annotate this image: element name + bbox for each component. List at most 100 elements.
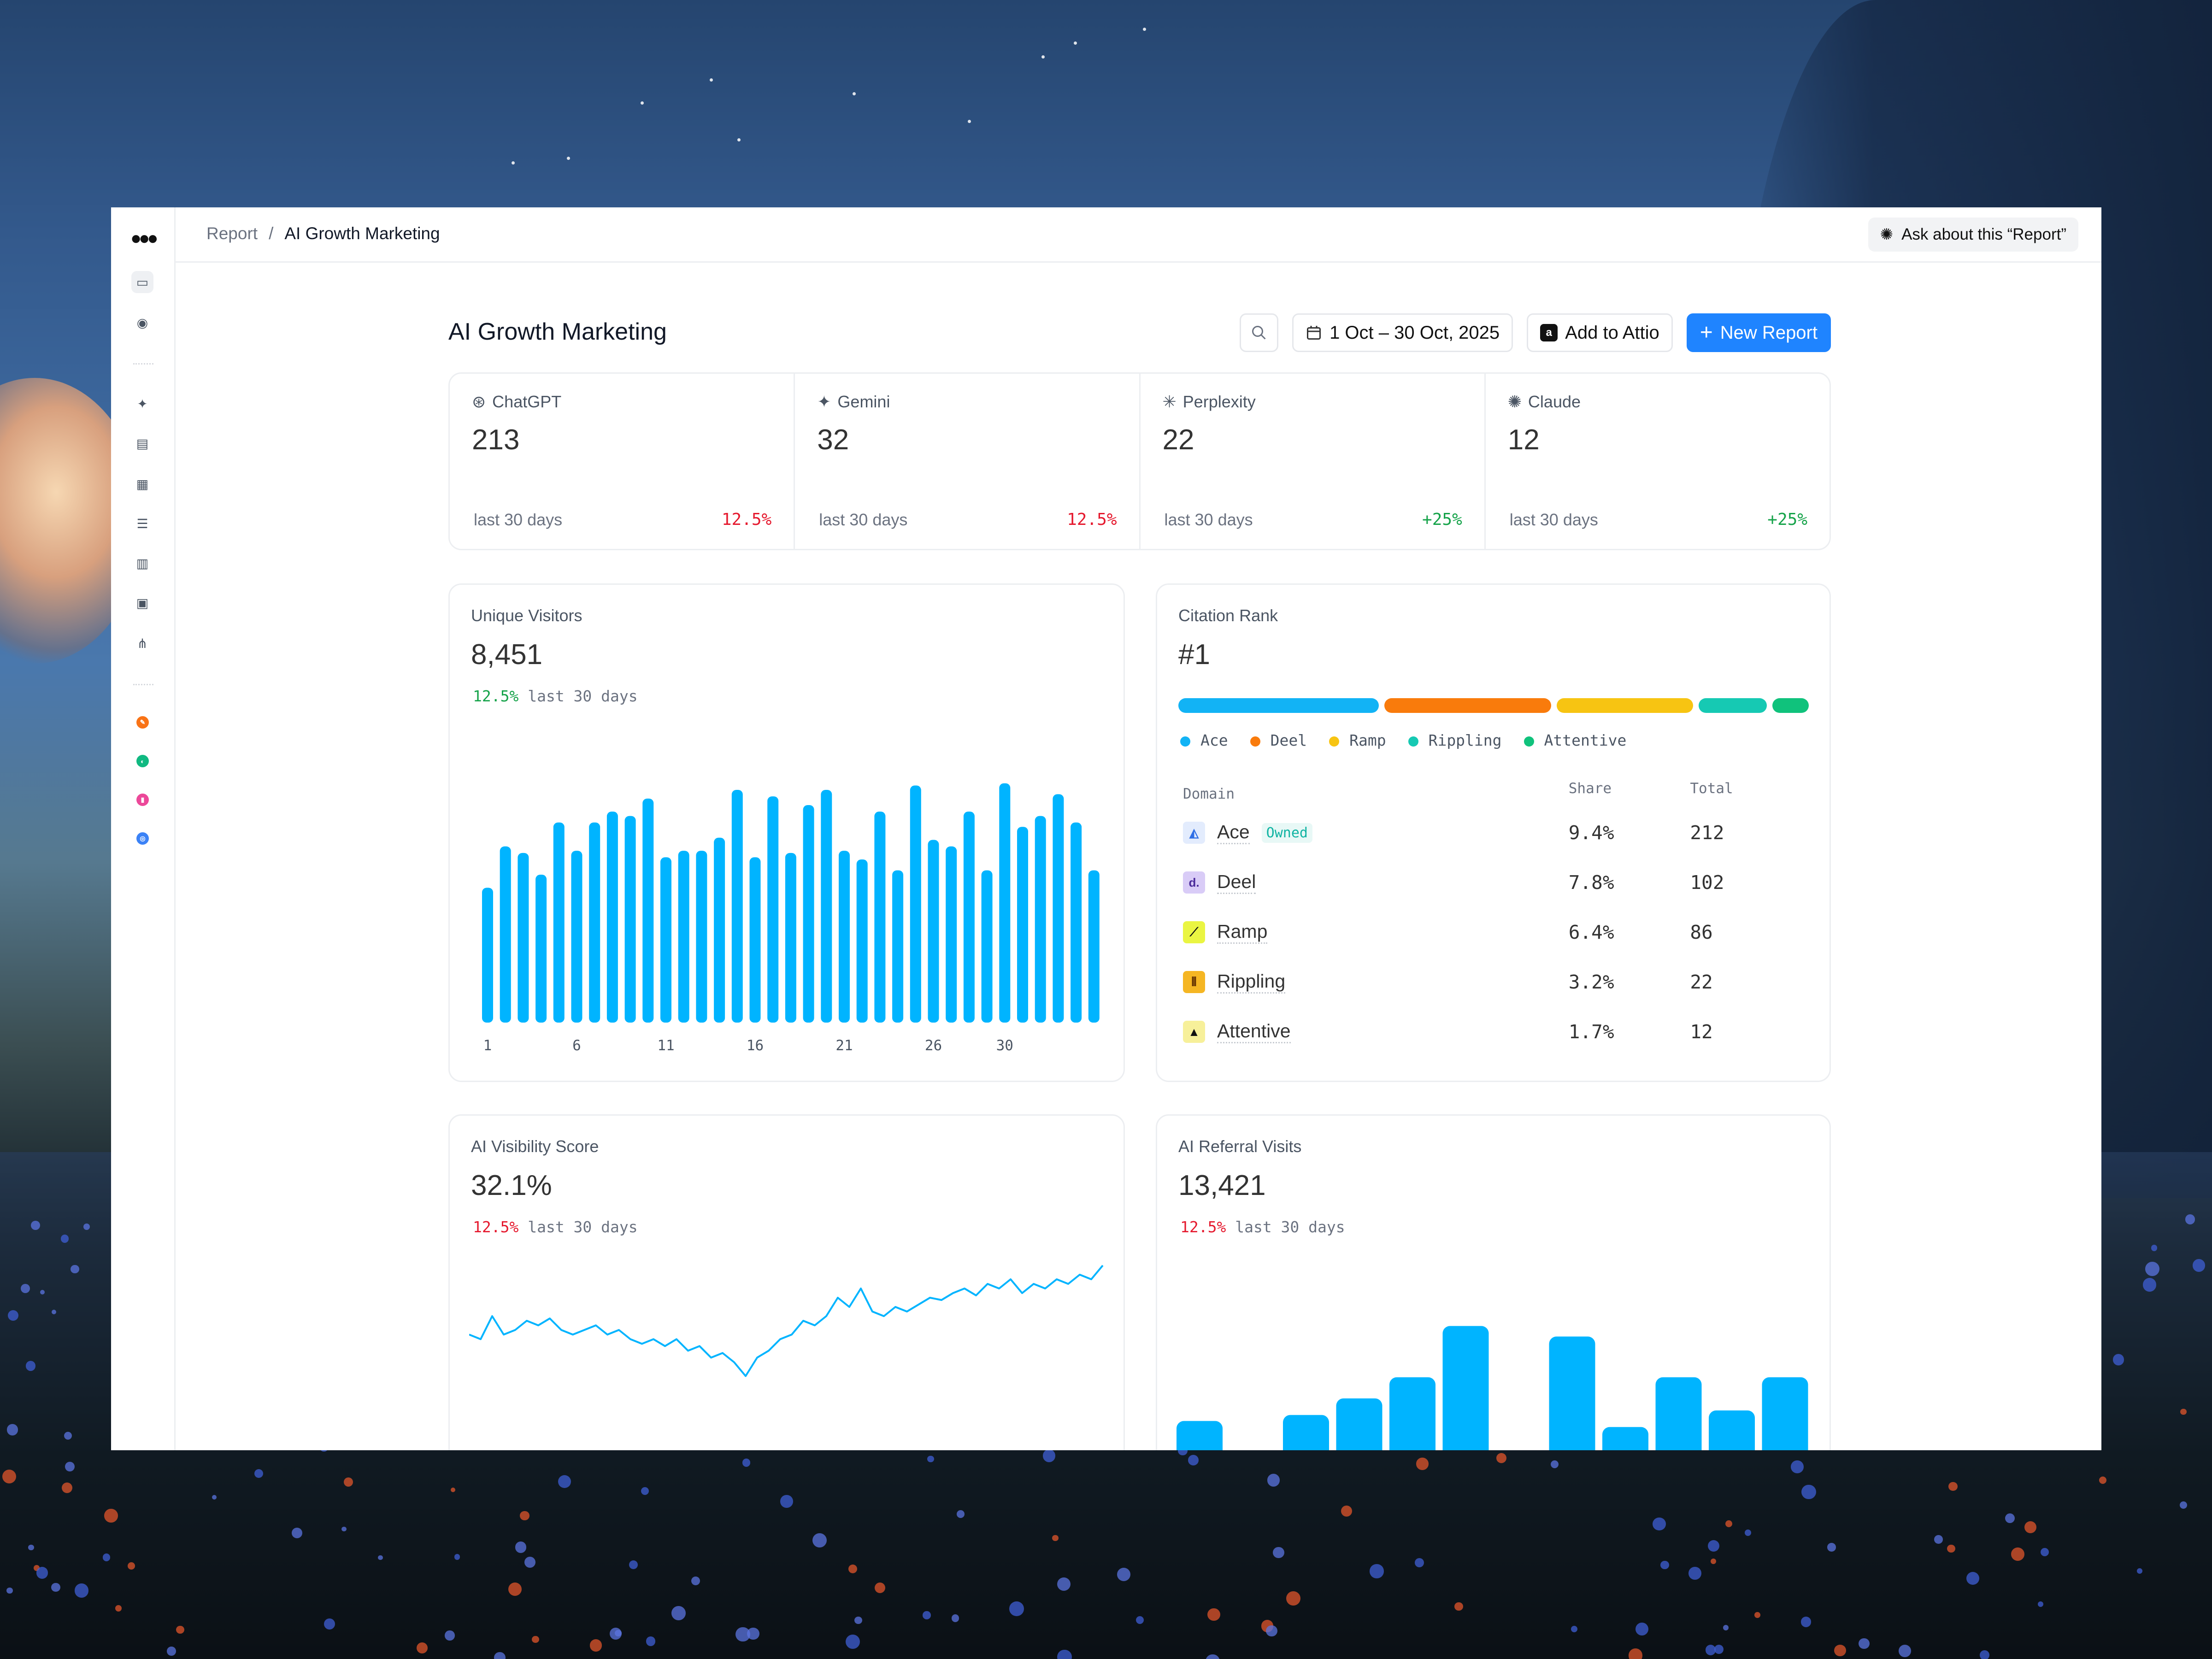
ace-logo-icon: ◭: [1183, 822, 1205, 844]
stat-period: last 30 days: [474, 510, 563, 529]
referral-bar: [1389, 1377, 1435, 1450]
share-cell: 7.8%: [1568, 871, 1614, 894]
card-value: 32.1%: [471, 1170, 552, 1201]
company-icon[interactable]: ▥: [136, 556, 149, 571]
date-range-button[interactable]: 1 Oct – 30 Oct, 2025: [1292, 313, 1513, 352]
share-cell: 6.4%: [1568, 921, 1614, 943]
visitor-bar: [910, 785, 921, 1023]
workflow-icon[interactable]: ⋔: [137, 636, 148, 651]
table-row[interactable]: ⦀ Rippling 3.2% 22: [1183, 957, 1805, 1007]
visitor-bar: [714, 837, 725, 1023]
visitor-bar: [874, 812, 886, 1023]
visitor-bar: [553, 822, 565, 1023]
table-row[interactable]: ⟋ Ramp 6.4% 86: [1183, 907, 1805, 957]
stat-card-claude[interactable]: ✺ Claude 12 last 30 days +25%: [1486, 374, 1830, 549]
visitor-bar: [642, 798, 654, 1023]
domain-name[interactable]: Rippling: [1217, 971, 1286, 994]
owned-badge: Owned: [1261, 823, 1312, 843]
flower: [1057, 1649, 1072, 1659]
search-icon: [1252, 326, 1266, 340]
share-segment-rippling: [1699, 698, 1767, 713]
flower: [7, 1310, 18, 1321]
domain-name[interactable]: Ace: [1217, 821, 1250, 844]
star: [512, 161, 515, 165]
stat-name: ChatGPT: [492, 392, 562, 411]
tool-orange-icon[interactable]: ✎: [136, 716, 149, 729]
breadcrumb: Report / AI Growth Marketing: [206, 224, 440, 243]
table-row[interactable]: ◭ Ace Owned 9.4% 212: [1183, 808, 1805, 858]
unique-visitors-card: Unique Visitors 8,451 12.5% last 30 days…: [448, 583, 1125, 1082]
table-row[interactable]: ▲ Attentive 1.7% 12: [1183, 1007, 1805, 1057]
notes-icon[interactable]: ▤: [136, 436, 149, 451]
new-report-button[interactable]: + New Report: [1686, 313, 1831, 352]
flower: [646, 1636, 656, 1646]
table-row[interactable]: d. Deel 7.8% 102: [1183, 858, 1805, 907]
chatgpt-icon: ⊛: [472, 392, 486, 411]
legend-label: Rippling: [1428, 731, 1502, 749]
perplexity-icon: ✳: [1162, 392, 1177, 411]
profile-icon[interactable]: ◉: [136, 315, 148, 330]
breadcrumb-root[interactable]: Report: [206, 224, 258, 243]
referral-bar: [1655, 1377, 1702, 1450]
flower: [1635, 1623, 1649, 1636]
legend-dot: [1524, 736, 1534, 747]
flower: [2142, 1278, 2157, 1292]
search-button[interactable]: [1240, 313, 1279, 352]
inbox-icon[interactable]: ▭: [131, 271, 153, 293]
stats-row: ⊛ ChatGPT 213 last 30 days 12.5% ✦ Gemini …: [448, 372, 1831, 550]
flower: [341, 1526, 347, 1532]
tool-green-icon[interactable]: ◐: [136, 755, 149, 767]
tool-search-icon[interactable]: ◎: [136, 832, 149, 845]
flower: [1052, 1535, 1059, 1541]
total-cell: 22: [1690, 971, 1713, 993]
card-change: 12.5%: [473, 687, 519, 705]
visitor-bar: [749, 857, 761, 1023]
flower: [1206, 1654, 1220, 1659]
stat-change: +25%: [1767, 510, 1807, 529]
flower: [28, 1544, 35, 1551]
flower: [1800, 1617, 1812, 1627]
ask-report-button[interactable]: ✺ Ask about this “Report”: [1868, 218, 2078, 252]
flower: [780, 1494, 794, 1508]
stat-card-chatgpt[interactable]: ⊛ ChatGPT 213 last 30 days 12.5%: [450, 374, 795, 549]
flower: [64, 1432, 72, 1440]
stat-change: +25%: [1422, 510, 1462, 529]
x-tick-label: 30: [996, 1037, 1013, 1054]
flower: [2, 1470, 16, 1484]
visitor-bar: [535, 875, 547, 1023]
flower: [1710, 1558, 1717, 1565]
contacts-icon[interactable]: ☰: [136, 516, 148, 531]
legend-dot: [1180, 736, 1190, 747]
flower: [1899, 1644, 1912, 1657]
stat-change: 12.5%: [721, 510, 772, 529]
header-total: Total: [1690, 780, 1733, 797]
calendar-icon[interactable]: ▦: [136, 477, 149, 491]
domain-name[interactable]: Ramp: [1217, 921, 1268, 944]
tool-chart-icon[interactable]: ▮: [136, 794, 149, 806]
visibility-line: [469, 1265, 1104, 1377]
attentive-logo-icon: ▲: [1183, 1021, 1205, 1043]
stat-card-gemini[interactable]: ✦ Gemini 32 last 30 days 12.5%: [795, 374, 1141, 549]
stat-value: 22: [1162, 424, 1194, 456]
flower: [1628, 1648, 1643, 1659]
sparkle-icon[interactable]: ✦: [137, 396, 148, 411]
flower: [558, 1475, 571, 1488]
calendar-icon: [1307, 326, 1321, 340]
card-subtitle: 12.5% last 30 days: [473, 687, 638, 705]
card-change: 12.5%: [473, 1218, 519, 1236]
add-to-attio-label: Add to Attio: [1565, 322, 1659, 343]
legend-label: Ace: [1200, 731, 1228, 749]
legend-label: Deel: [1270, 731, 1307, 749]
mailbox-icon[interactable]: ▣: [136, 595, 149, 610]
breadcrumb-separator: /: [269, 224, 274, 243]
add-to-attio-button[interactable]: a Add to Attio: [1527, 313, 1673, 352]
share-cell: 1.7%: [1568, 1021, 1614, 1043]
domain-name[interactable]: Deel: [1217, 871, 1256, 894]
visitor-bar: [785, 853, 796, 1023]
stat-card-perplexity[interactable]: ✳ Perplexity 22 last 30 days +25%: [1141, 374, 1486, 549]
sparkle-icon: ✺: [1880, 226, 1894, 243]
domain-name[interactable]: Attentive: [1217, 1020, 1291, 1043]
stat-period: last 30 days: [1509, 510, 1598, 529]
flower: [1834, 1644, 1846, 1657]
total-cell: 12: [1690, 1021, 1713, 1043]
